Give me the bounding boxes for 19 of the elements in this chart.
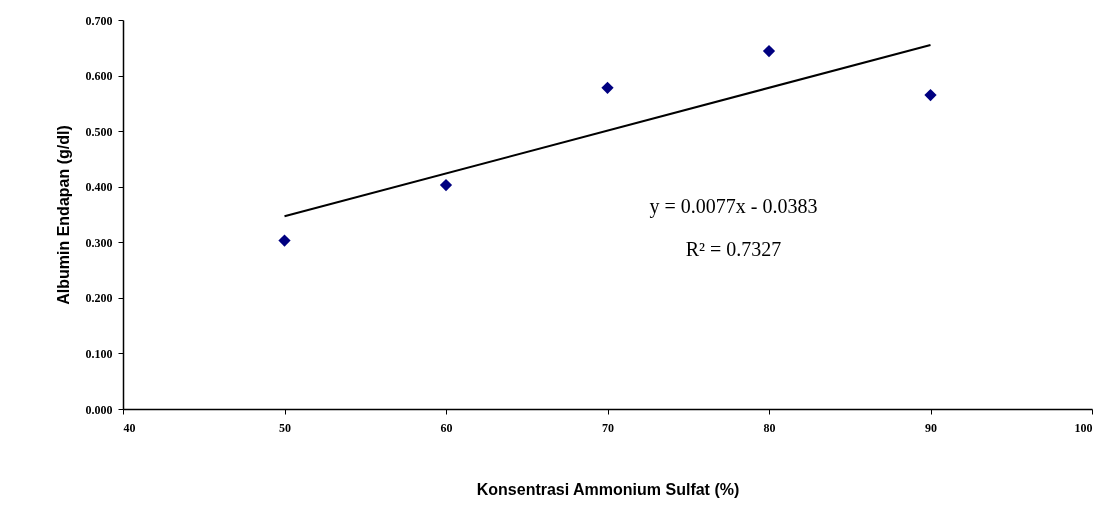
y-axis-title: Albumin Endapan (g/dl): [54, 125, 72, 305]
y-tick-label: 0.000: [85, 402, 113, 417]
y-tick-label: 0.700: [85, 13, 113, 28]
x-tick-label: 60: [440, 420, 453, 435]
y-tick-label: 0.300: [85, 235, 113, 250]
y-tick-label: 0.200: [85, 291, 113, 306]
x-tick-label: 50: [279, 420, 291, 435]
y-tick-label: 0.600: [85, 69, 113, 84]
x-tick-label: 100: [1074, 420, 1093, 435]
y-tick-label: 0.500: [85, 124, 113, 139]
annotation: R² = 0.7327: [685, 237, 782, 260]
y-tick-label: 0.400: [85, 180, 113, 195]
x-tick-label: 40: [123, 420, 136, 435]
x-tick-label: 90: [925, 420, 937, 435]
annotation: y = 0.0077x - 0.0383: [649, 194, 818, 218]
x-tick-label: 80: [763, 420, 776, 435]
y-tick-label: 0.100: [85, 346, 113, 361]
x-tick-label: 70: [602, 420, 614, 435]
x-axis-title: Konsentrasi Ammonium Sulfat (%): [476, 480, 740, 498]
